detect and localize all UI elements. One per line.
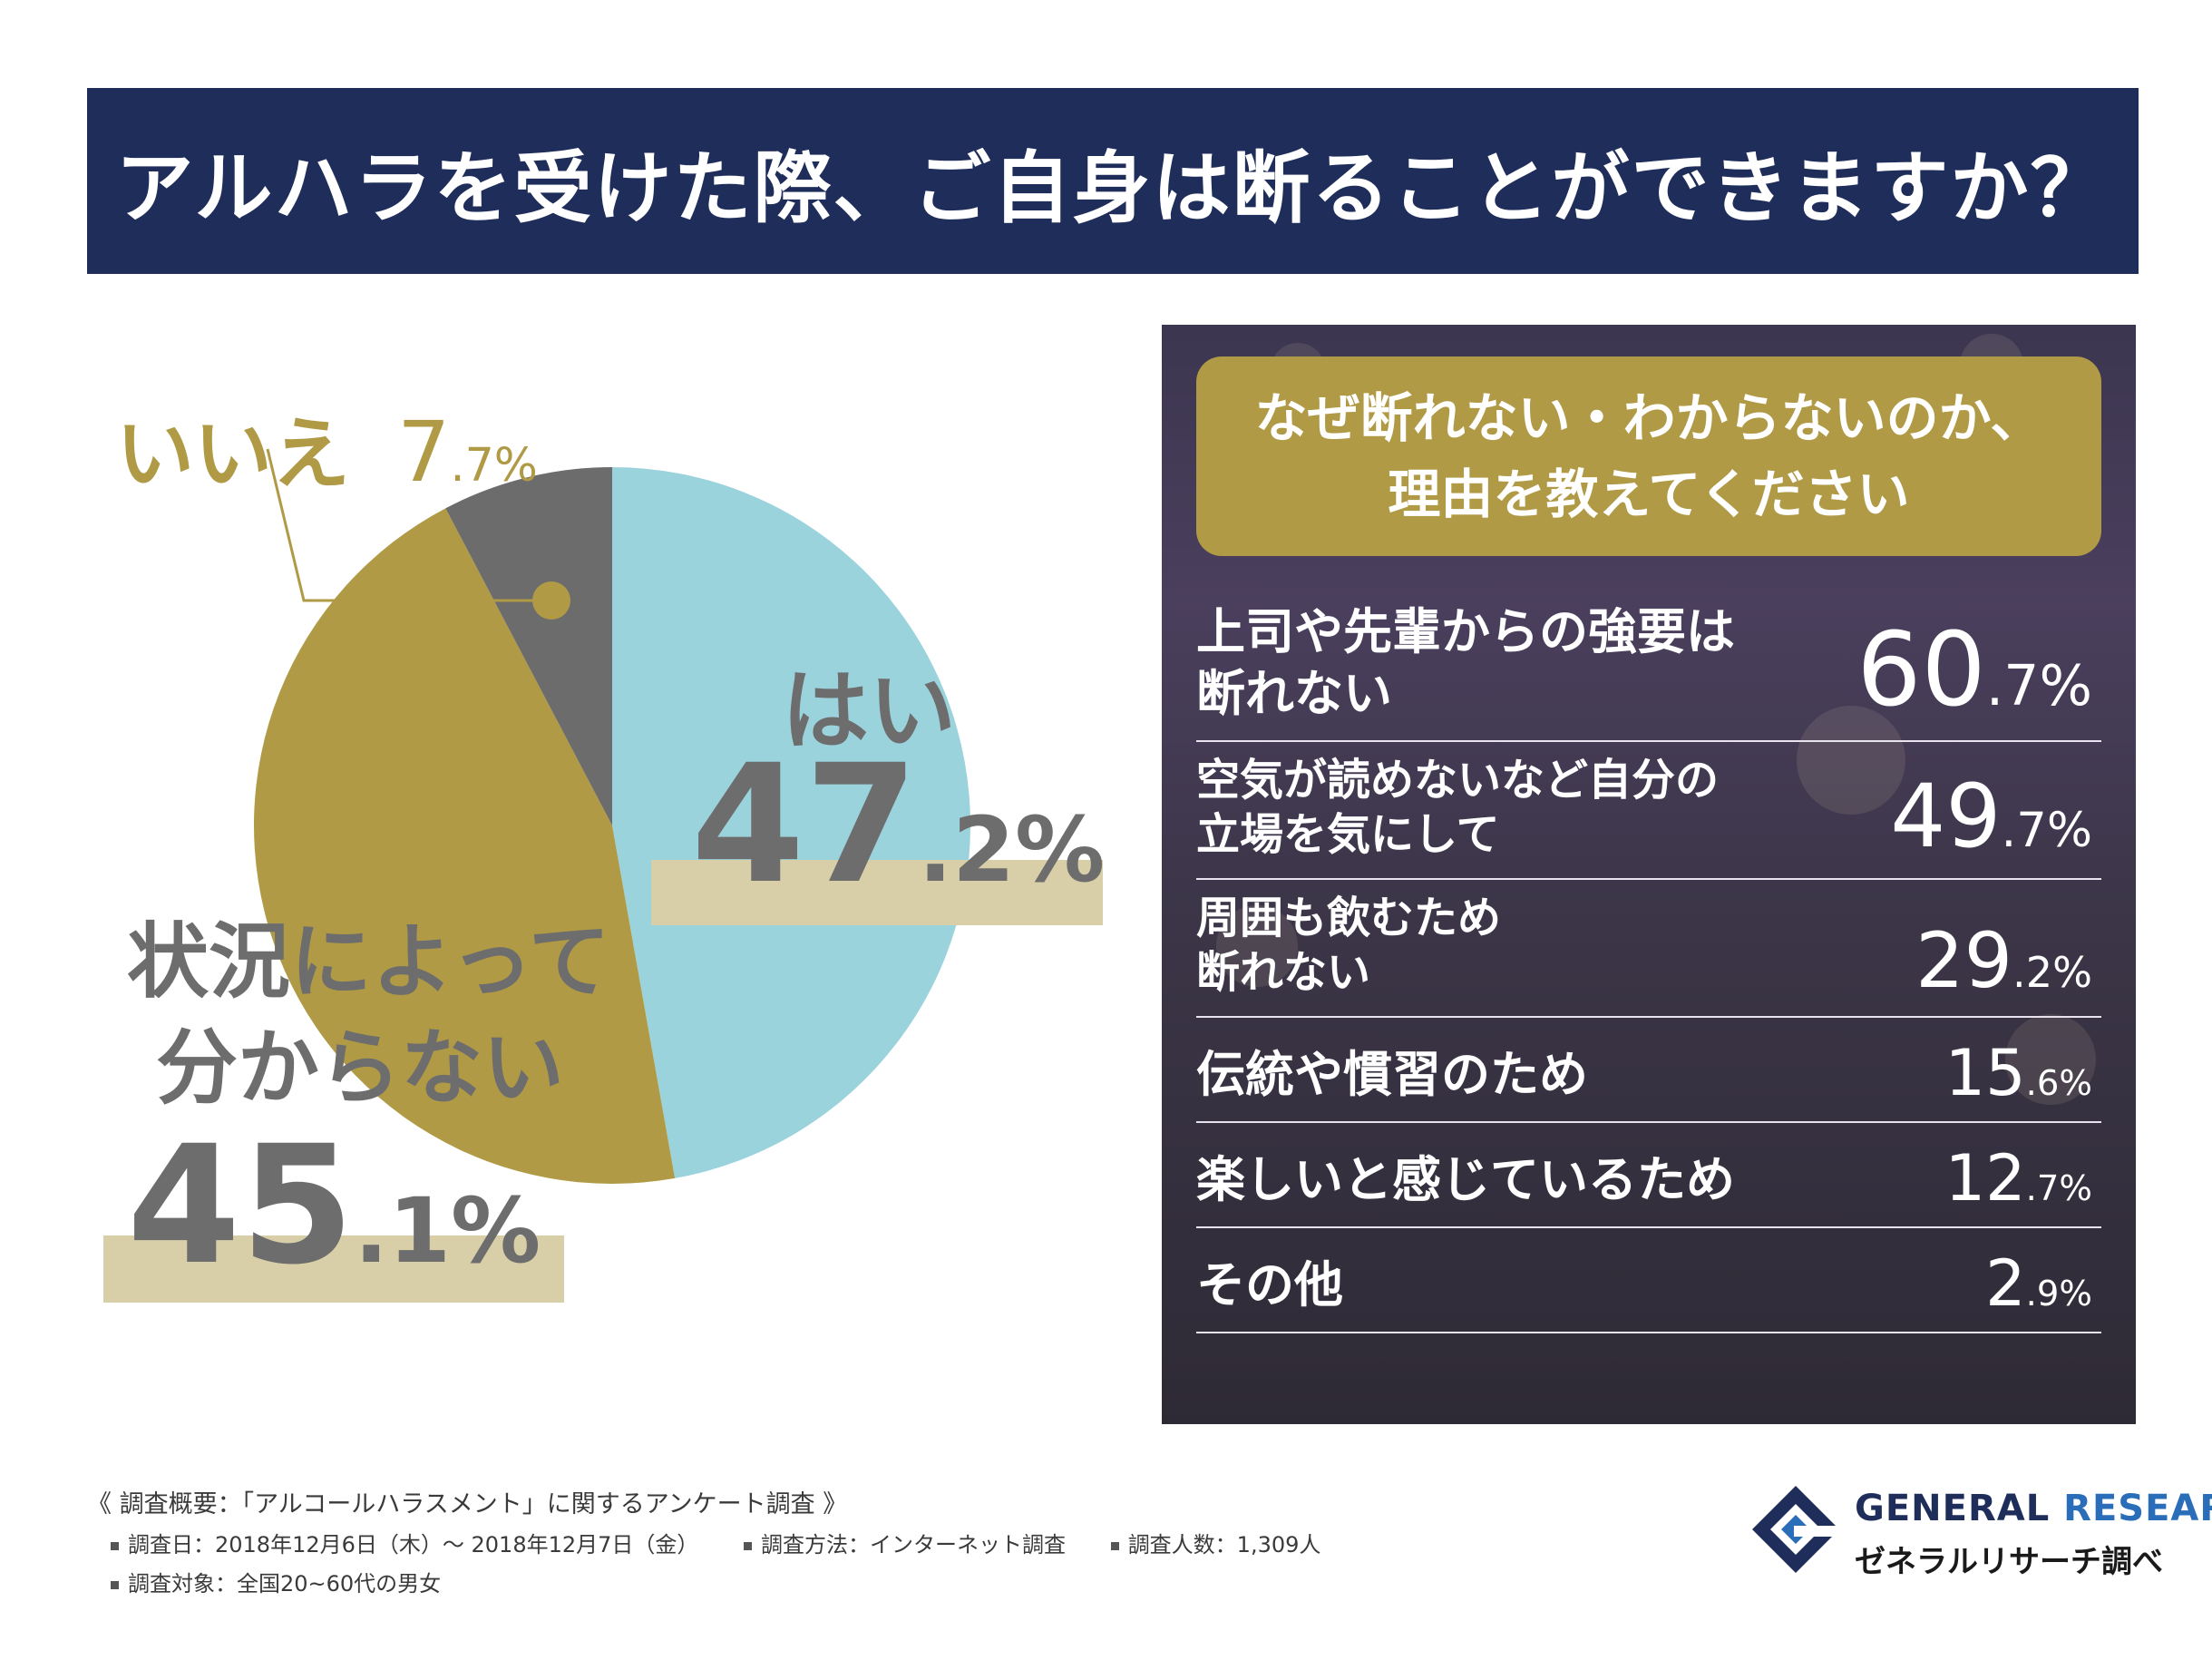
logo-text-ja: ゼネラルリサーチ調べ bbox=[1855, 1544, 2163, 1580]
pie-slice-yes bbox=[612, 467, 970, 1178]
leader-dot bbox=[532, 581, 570, 620]
reason-label-line: 伝統や慣習のため bbox=[1196, 1045, 1588, 1103]
reason-value-dec: .9% bbox=[2025, 1274, 2092, 1314]
bullet-icon bbox=[111, 1541, 119, 1550]
reason-row: 楽しいと感じているため 12.7% bbox=[1196, 1123, 2101, 1228]
reasons-title: なぜ断れない・わからないのか、 理由を教えてください bbox=[1196, 356, 2101, 556]
survey-target-row: 調査対象：全国20~60代の男女 bbox=[87, 1566, 1359, 1597]
survey-count: 調査人数：1,309人 bbox=[1127, 1532, 1321, 1557]
slice-name-depends-line2: 分からない bbox=[156, 1020, 564, 1116]
logo-text-accent: RESEARCH bbox=[2063, 1488, 2212, 1529]
reasons-panel: なぜ断れない・わからないのか、 理由を教えてください 上司や先輩からの強要は 断… bbox=[1162, 325, 2136, 1424]
slice-dec-yes: .2% bbox=[918, 798, 1106, 903]
reason-value-dec: .7% bbox=[1985, 653, 2092, 718]
reason-value-int: 29 bbox=[1915, 916, 2013, 1005]
reason-value-int: 15 bbox=[1944, 1036, 2026, 1110]
leader-line bbox=[266, 448, 551, 602]
reason-value-int: 49 bbox=[1890, 766, 2002, 867]
slice-name-no: いいえ bbox=[116, 409, 350, 500]
general-research-logo: GENERAL RESEARCH ゼネラルリサーチ調べ bbox=[1750, 1480, 2212, 1580]
bullet-icon bbox=[111, 1580, 119, 1589]
reason-value: 12.7% bbox=[1945, 1141, 2092, 1216]
slice-label-no: いいえ 7.7% bbox=[116, 390, 538, 503]
reason-value: 29.2% bbox=[1915, 916, 2092, 1005]
survey-date: 調査日：2018年12月6日（木）～ 2018年12月7日（金） bbox=[128, 1532, 699, 1557]
reason-row: その他 2.9% bbox=[1196, 1228, 2101, 1333]
logo-text-en: GENERAL RESEARCH bbox=[1855, 1488, 2212, 1529]
slice-value-yes: 47.2% bbox=[691, 744, 1105, 907]
reason-label: その他 bbox=[1196, 1255, 1343, 1316]
reason-value-dec: .2% bbox=[2012, 948, 2092, 997]
reason-value-int: 60 bbox=[1856, 611, 1986, 729]
slice-value-depends: 45.1% bbox=[127, 1125, 541, 1288]
reason-value-dec: .7% bbox=[2025, 1168, 2092, 1209]
survey-footer: 《 調査概要：「アルコールハラスメント」に関するアンケート調査 》 調査日：20… bbox=[87, 1484, 1359, 1597]
reasons-title-line1: なぜ断れない・わからないのか、 bbox=[1254, 386, 2043, 449]
reason-label-line: 立場を気にして bbox=[1196, 809, 1500, 860]
bokeh-light bbox=[1797, 706, 1905, 815]
pie-slice-no bbox=[445, 467, 612, 825]
reason-row: 周囲も飲むため 断れない 29.2% bbox=[1196, 880, 2101, 1018]
reason-label: 上司や先輩からの強要は 断れない bbox=[1196, 601, 1735, 724]
reason-label-line: その他 bbox=[1196, 1255, 1343, 1313]
reason-value: 60.7% bbox=[1856, 611, 2092, 729]
bullet-icon bbox=[744, 1541, 753, 1550]
logo-text-main: GENERAL bbox=[1855, 1488, 2064, 1529]
reasons-title-line2: 理由を教えてください bbox=[1388, 464, 1910, 525]
bullet-icon bbox=[1110, 1541, 1119, 1550]
reason-label: 空気が読めないなど自分の 立場を気にして bbox=[1196, 753, 1719, 862]
highlight-bar-depends bbox=[103, 1235, 564, 1303]
slice-int-yes: 47 bbox=[691, 730, 919, 920]
reason-label-line: 断れない bbox=[1196, 947, 1371, 998]
bokeh-light bbox=[1216, 905, 1298, 987]
reason-label-line: 楽しいと感じているため bbox=[1196, 1150, 1735, 1208]
highlight-bar-yes bbox=[651, 860, 1103, 925]
reason-value: 15.6% bbox=[1945, 1036, 2092, 1110]
survey-details-row: 調査日：2018年12月6日（木）～ 2018年12月7日（金） 調査方法：イン… bbox=[87, 1527, 1359, 1558]
slice-label-yes: はい bbox=[782, 660, 956, 762]
reason-label-line: 周囲も飲むため bbox=[1196, 893, 1502, 943]
reason-label: 楽しいと感じているため bbox=[1196, 1149, 1735, 1211]
reason-value-dec: .7% bbox=[2001, 803, 2092, 858]
slice-int-depends: 45 bbox=[127, 1111, 355, 1301]
pie-slice-depends bbox=[254, 508, 676, 1184]
reason-row: 伝統や慣習のため 15.6% bbox=[1196, 1018, 2101, 1123]
survey-summary-title: 《 調査概要：「アルコールハラスメント」に関するアンケート調査 》 bbox=[87, 1490, 848, 1518]
reason-label: 周囲も飲むため 断れない bbox=[1196, 891, 1501, 1000]
reason-value-int: 12 bbox=[1944, 1141, 2026, 1216]
reason-row: 空気が読めないなど自分の 立場を気にして 49.7% bbox=[1196, 742, 2101, 880]
slice-dec-no: .7% bbox=[450, 438, 538, 492]
reason-label-line: 断れない bbox=[1196, 664, 1392, 722]
survey-method: 調査方法：インターネット調査 bbox=[761, 1532, 1067, 1557]
slice-int-no: 7 bbox=[396, 404, 451, 501]
page-title: アルハラを受けた際、ご自身は断ることができますか？ bbox=[87, 88, 2139, 274]
general-research-logo-icon bbox=[1752, 1486, 1841, 1573]
reason-value: 49.7% bbox=[1890, 766, 2092, 867]
reason-value-dec: .6% bbox=[2025, 1063, 2092, 1104]
reason-value: 2.9% bbox=[1985, 1246, 2092, 1321]
slice-name-depends-line1: 状況によって bbox=[127, 914, 610, 1010]
survey-target: 調査対象：全国20~60代の男女 bbox=[128, 1571, 442, 1597]
reason-label-line: 空気が読めないなど自分の bbox=[1196, 755, 1720, 806]
reason-label: 伝統や慣習のため bbox=[1196, 1044, 1588, 1106]
reason-value-int: 2 bbox=[1985, 1246, 2026, 1321]
slice-label-depends: 状況によって 分からない bbox=[127, 909, 610, 1121]
slice-dec-depends: .1% bbox=[354, 1179, 541, 1284]
reason-label-line: 上司や先輩からの強要は bbox=[1196, 603, 1735, 660]
bokeh-light bbox=[2005, 1014, 2096, 1105]
reason-row: 上司や先輩からの強要は 断れない 60.7% bbox=[1196, 597, 2101, 742]
pie-chart bbox=[254, 448, 970, 1184]
